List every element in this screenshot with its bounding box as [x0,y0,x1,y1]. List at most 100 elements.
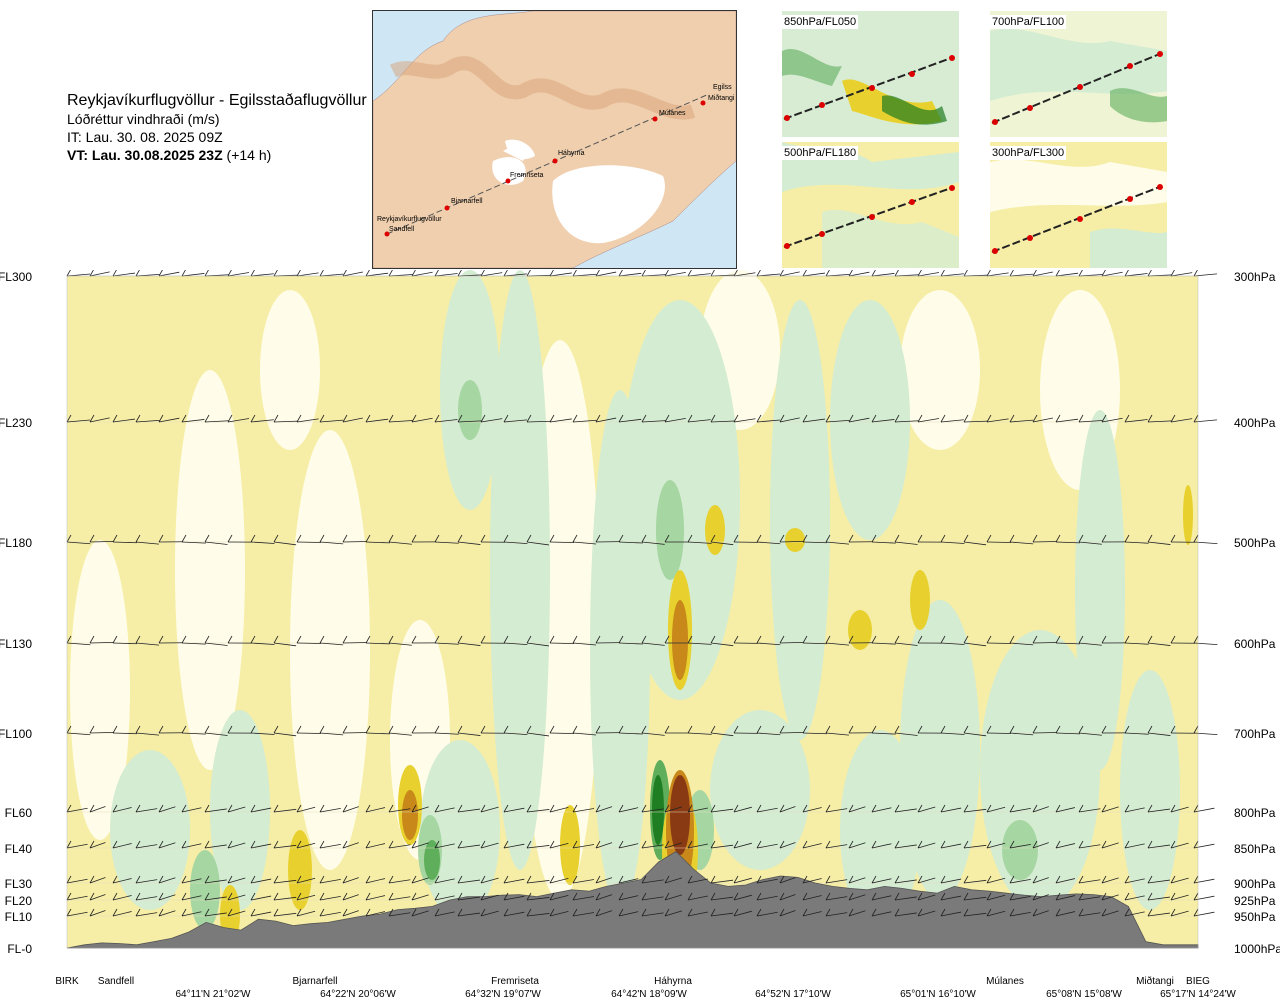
vertical-velocity-cell [190,850,220,930]
wind-barb-row [66,804,1215,813]
hpa-label: 600hPa [1234,637,1276,651]
coord-label: 64°52'N 17°10'W [755,989,831,1000]
route-map[interactable]: Reykjavíkurflugvöllur Sandfell Bjarnarfe… [372,10,737,269]
fl-label: FL-0 [7,942,32,956]
fl-label: FL100 [0,727,32,741]
hpa-label: 950hPa [1234,910,1276,924]
wp-midtangi [700,100,706,106]
hpa-label: 925hPa [1234,894,1276,908]
place-label: Bjarnarfell [292,976,337,987]
vertical-velocity-cell [672,600,688,680]
vertical-velocity-cell [910,570,930,630]
hpa-label: 500hPa [1234,536,1276,550]
vertical-velocity-cell [1075,410,1125,770]
coord-label: 64°22'N 20°06'W [320,989,396,1000]
vertical-velocity-cell [210,710,270,910]
terrain-profile [66,850,1199,949]
wp-hahyrna [552,158,558,164]
vertical-velocity-cell [900,290,980,450]
wp-reykjavik [384,231,390,237]
coord-label: 65°17'N 14°24'W [1160,989,1236,1000]
inset-500hpa[interactable]: 500hPa/FL180 [782,142,959,268]
vertical-velocity-cell [260,290,320,450]
inset-700hpa-svg [990,11,1167,137]
route-axis-labels: BIRK Sandfell Bjarnarfell Fremriseta Háhyrna… [55,975,1236,1000]
hpa-label: 400hPa [1234,416,1276,430]
hpa-label: 700hPa [1234,727,1276,741]
map-label-fremriseta: Fremriseta [510,172,544,179]
vertical-velocity-cell [670,775,690,855]
vertical-velocity-cell [656,480,684,580]
wind-barb-row [66,534,1218,546]
wind-barb-row [66,725,1218,737]
place-label: Háhyrna [654,976,692,987]
vertical-velocity-cell [490,270,550,870]
place-label: Múlanes [986,976,1024,987]
vertical-velocity-cell [705,505,725,555]
vertical-velocity-cell [424,840,440,880]
route-title: Reykjavíkurflugvöllur - Egilsstaðaflugvö… [67,92,367,109]
inset-850hpa-svg [782,11,959,137]
inset-300hpa[interactable]: 300hPa/FL300 [990,142,1167,268]
wp-bjarnarfell [444,205,450,211]
fl-label: FL40 [5,842,33,856]
vertical-velocity-cell [1183,485,1193,545]
vertical-velocity-cell [1002,820,1038,880]
place-label: BIRK [55,976,79,987]
vertical-velocity-cell [175,370,245,770]
init-time: IT: Lau. 30. 08. 2025 09Z [67,129,223,145]
coord-label: 65°08'N 15°08'W [1046,989,1122,1000]
vertical-velocity-cell [1120,670,1180,910]
vertical-velocity-cell [560,805,580,885]
vertical-velocity-cell [290,430,370,870]
fl-label: FL300 [0,270,32,284]
place-label: BIEG [1186,976,1210,987]
vertical-velocity-cell [830,300,910,540]
fl-label: FL180 [0,536,32,550]
inset-500hpa-svg [782,142,959,268]
vertical-velocity-cell [848,610,872,650]
place-label: Sandfell [98,976,134,987]
coord-label: 64°42'N 18°09'W [611,989,687,1000]
place-label: Fremriseta [491,976,539,987]
inset-700hpa[interactable]: 700hPa/FL100 [990,11,1167,137]
inset-850hpa[interactable]: 850hPa/FL050 [782,11,959,137]
wp-fremriseta [505,178,511,184]
hpa-label: 800hPa [1234,806,1276,820]
wp-mulanes [652,116,658,122]
inset-300hpa-svg [990,142,1167,268]
valid-time-bold: VT: Lau. 30.08.2025 23Z [67,147,223,163]
valid-time: VT: Lau. 30.08.2025 23Z (+14 h) [67,146,367,164]
vertical-velocity-cell [785,528,805,552]
map-label-midtangi: Miðtangi [708,94,735,102]
fl-label: FL10 [5,910,33,924]
coord-label: 64°32'N 19°07'W [465,989,541,1000]
fl-label: FL230 [0,416,32,430]
map-label-sandfell: Sandfell [389,226,415,233]
wind-barb-row [66,635,1218,647]
map-label-hahyrna: Háhyrna [558,150,585,157]
vertical-velocity-cell [70,540,130,840]
wind-barb-row [66,270,1217,277]
place-label: Miðtangi [1136,975,1174,987]
fl-label: FL20 [5,894,33,908]
wind-barb-row [66,908,1215,917]
coord-label: 64°11'N 21°02'W [175,989,251,1000]
fl-label: FL30 [5,877,33,891]
coord-label: 65°01'N 16°10'W [900,989,976,1000]
pressure-labels: 300hPa 400hPa 500hPa 600hPa 700hPa 800hPa 850h… [1234,270,1280,956]
vertical-velocity-cell [710,710,810,870]
vertical-velocity-cell [770,300,830,740]
hpa-label: 850hPa [1234,842,1276,856]
chart-header: Reykjavíkurflugvöllur - Egilsstaðaflugvö… [67,92,367,164]
hpa-label: 1000hPa [1234,942,1280,956]
map-label-bjarnarfell: Bjarnarfell [451,198,483,205]
map-label-mulanes: Múlanes [659,110,686,117]
flight-level-labels: FL300 FL230 FL180 FL130 FL100 FL60 FL40 FL30 FL2… [0,270,32,956]
hpa-label: 900hPa [1234,877,1276,891]
chart-subtitle: Lóðréttur vindhraði (m/s) [67,111,220,127]
plot-frame [66,275,1199,949]
wind-barb-row [66,892,1215,901]
valid-time-offset: (+14 h) [226,147,272,163]
plot-area [66,270,1218,949]
